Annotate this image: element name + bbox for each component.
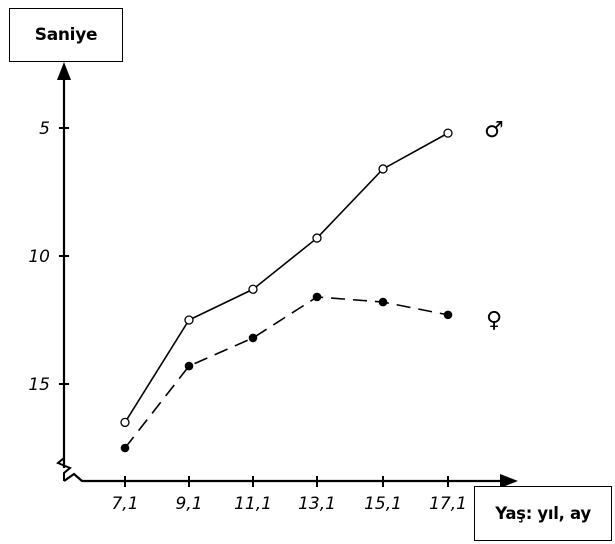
- x-tick-label: 7,1: [111, 494, 138, 514]
- legend-symbol-series-1: ♂: [484, 118, 504, 143]
- data-point-series-2: [312, 292, 322, 302]
- y-axis-arrow-icon: [57, 62, 71, 80]
- x-ticks: 7,1 9,1 11,1 13,1 15,1 17,1: [111, 476, 467, 514]
- y-axis-break-icon: [56, 457, 72, 481]
- data-point-series-1: [120, 417, 130, 428]
- x-tick-label: 11,1: [234, 494, 272, 514]
- x-tick-label: 17,1: [429, 494, 467, 514]
- data-point-series-2: [184, 361, 194, 371]
- x-tick-label: 9,1: [175, 494, 202, 514]
- data-point-series-2: [443, 310, 453, 320]
- x-axis: [63, 472, 518, 488]
- data-point-series-1: [184, 315, 194, 325]
- y-axis-label: Saniye: [9, 8, 123, 62]
- y-axis: [56, 62, 72, 481]
- data-point-series-2: [120, 443, 130, 453]
- series-line-1: [124, 132, 449, 423]
- y-tick-label: 10: [28, 247, 50, 267]
- x-tick-label: 15,1: [364, 494, 402, 514]
- data-point-series-1: [248, 284, 258, 294]
- legend-symbol-series-2: ♀: [486, 308, 502, 333]
- legend: ♂♀: [484, 118, 504, 333]
- y-tick-label: 15: [28, 375, 50, 395]
- data-point-series-1: [378, 164, 388, 174]
- series-layer: [120, 128, 453, 453]
- series-line-2: [124, 296, 449, 449]
- data-point-series-1: [312, 233, 322, 243]
- x-axis-arrow-icon: [500, 474, 518, 488]
- x-tick-label: 13,1: [298, 494, 336, 514]
- y-tick-label: 5: [39, 119, 50, 139]
- data-point-series-1: [443, 128, 453, 138]
- data-point-series-2: [248, 333, 258, 343]
- x-axis-label: Yaş: yıl, ay: [474, 486, 612, 541]
- data-point-series-2: [378, 297, 388, 307]
- y-ticks: 5 10 15: [28, 119, 69, 395]
